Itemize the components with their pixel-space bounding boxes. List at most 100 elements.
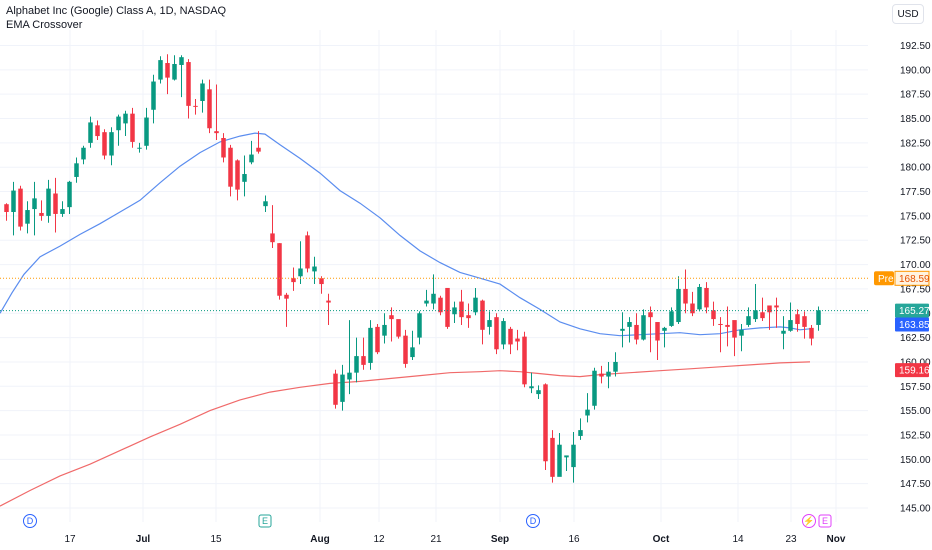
candle (130, 107, 135, 148)
candle (732, 320, 737, 357)
candle-body (347, 372, 352, 380)
symbol-title[interactable]: Alphabet Inc (Google) Class A, 1D, NASDA… (6, 5, 227, 17)
candle (326, 293, 331, 325)
candle-body (697, 286, 702, 310)
candle-body (732, 320, 737, 338)
candle (95, 120, 100, 140)
price-axis[interactable]: 192.50 190.00 187.50 185.00 182.50 180.00 177.… (900, 41, 931, 515)
marker-label: D (530, 516, 537, 526)
y-tick-label: 170.00 (900, 260, 931, 271)
candle (123, 110, 128, 137)
candle (403, 329, 408, 368)
candle-body (312, 266, 317, 272)
candle (599, 365, 604, 384)
candle-body (676, 288, 681, 323)
candle (445, 287, 450, 329)
candle (466, 303, 471, 328)
candle (109, 127, 114, 166)
candle (641, 309, 646, 341)
y-tick-label: 177.50 (900, 187, 931, 198)
candle (228, 144, 233, 197)
candle (340, 364, 345, 411)
candle (221, 133, 226, 163)
candle (550, 430, 555, 483)
candle (60, 201, 65, 217)
candle-body (802, 316, 807, 327)
candle (361, 337, 366, 370)
time-axis[interactable]: 17 Jul 15 Aug 12 21 Sep 16 Oct 14 23 Nov (64, 534, 845, 545)
marker-shape (818, 514, 832, 528)
candle (263, 195, 268, 212)
candle-body (634, 324, 639, 340)
candle (480, 299, 485, 345)
candle (711, 301, 716, 326)
candle-body (326, 300, 331, 303)
candle (88, 116, 93, 148)
candle-body (669, 311, 674, 326)
x-tick-label: 23 (785, 534, 797, 545)
candle-body (543, 384, 548, 462)
candle-body (207, 89, 212, 129)
badge-value: 159.16 (899, 366, 930, 377)
candle (816, 306, 821, 331)
candle (760, 297, 765, 322)
candle-body (620, 328, 625, 331)
event-marker: E (258, 514, 272, 528)
x-tick-label: 21 (430, 534, 442, 545)
x-tick-label: Jul (136, 534, 151, 545)
candle-body (221, 138, 226, 158)
candle (522, 331, 527, 388)
candle (508, 326, 513, 355)
marker-label: D (27, 516, 34, 526)
candle (179, 55, 184, 98)
candle (753, 284, 758, 323)
candle (172, 55, 177, 81)
candle-body (466, 315, 471, 319)
badge-value: 165.27 (899, 306, 930, 317)
candle-body (536, 390, 541, 395)
event-marker: D (526, 514, 540, 528)
candle-body (774, 305, 779, 308)
candle (186, 59, 191, 119)
candle (417, 311, 422, 345)
candle-body (781, 330, 786, 334)
candle-body (305, 235, 310, 269)
candle (739, 323, 744, 352)
candle (39, 200, 44, 221)
candle-body (753, 310, 758, 320)
candle (270, 205, 275, 249)
candle (648, 306, 653, 353)
candle (11, 181, 16, 236)
candle-body (431, 293, 436, 304)
candle-body (25, 210, 30, 224)
candle-body (144, 117, 149, 146)
marker-shape (526, 514, 540, 528)
candle-body (795, 314, 800, 324)
candle-body (557, 444, 562, 477)
candle-body (375, 326, 380, 353)
indicator-name[interactable]: EMA Crossover (6, 19, 83, 31)
candle-body (550, 437, 555, 477)
candle (291, 267, 296, 291)
currency-button[interactable]: USD (892, 4, 924, 24)
candle (319, 276, 324, 294)
badge-label: Pre (878, 274, 894, 285)
candle-body (480, 300, 485, 330)
candle (396, 319, 401, 339)
candle (529, 372, 534, 394)
candle (4, 203, 9, 221)
candle-body (354, 356, 359, 373)
y-tick-label: 160.00 (900, 357, 931, 368)
candle-body (333, 373, 338, 405)
candle-body (172, 64, 177, 80)
candle-body (473, 297, 478, 313)
x-tick-label: 15 (210, 534, 222, 545)
candle-body (788, 320, 793, 331)
candle (774, 297, 779, 328)
marker-label: E (822, 516, 828, 526)
candle (676, 276, 681, 324)
candle (487, 311, 492, 335)
candle-body (11, 190, 16, 212)
candle (165, 54, 170, 95)
